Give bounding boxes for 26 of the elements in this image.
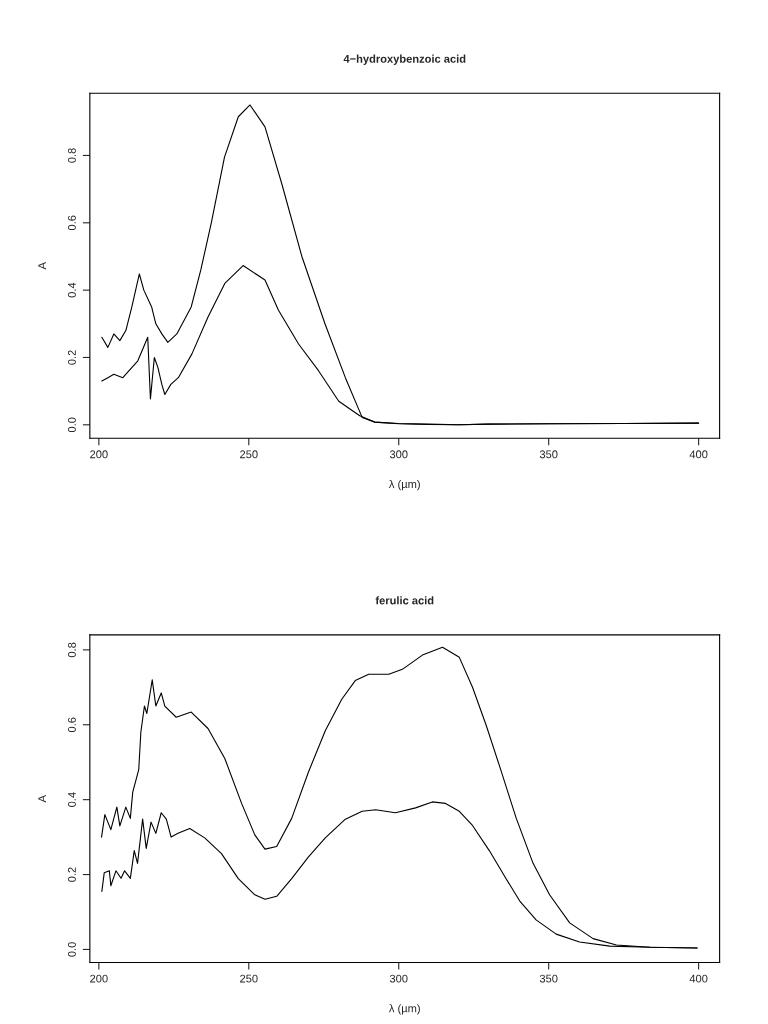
y-tick-label: 0.4 — [67, 792, 76, 807]
y-tick-label: 0.2 — [67, 867, 76, 882]
y-axis-title: A — [38, 262, 46, 270]
x-tick-label: 250 — [240, 450, 258, 459]
x-tick-label: 300 — [389, 974, 408, 983]
y-tick-label: 0.4 — [67, 282, 76, 298]
chart-title: ferulic acid — [375, 596, 434, 605]
chart-title: 4−hydroxybenzoic acid — [343, 54, 466, 65]
y-tick-label: 0.2 — [67, 350, 76, 365]
y-axis-title: A — [38, 795, 46, 803]
x-tick-label: 300 — [389, 450, 408, 459]
x-tick-label: 350 — [539, 974, 558, 983]
x-tick-label: 200 — [90, 974, 108, 983]
x-tick-label: 400 — [689, 974, 708, 983]
x-tick-label: 250 — [240, 974, 258, 983]
x-tick-label: 400 — [689, 450, 708, 459]
y-tick-label: 0.8 — [67, 148, 76, 163]
y-tick-label: 0.6 — [67, 215, 76, 231]
y-tick-label: 0.0 — [67, 417, 76, 433]
x-tick-label: 350 — [539, 450, 558, 459]
y-tick-label: 0.0 — [67, 942, 76, 957]
x-axis-title: λ (µm) — [388, 479, 420, 491]
y-tick-label: 0.6 — [67, 717, 76, 733]
x-axis-title: λ (µm) — [388, 1004, 420, 1015]
y-tick-label: 0.8 — [67, 642, 76, 658]
x-tick-label: 200 — [90, 450, 108, 459]
